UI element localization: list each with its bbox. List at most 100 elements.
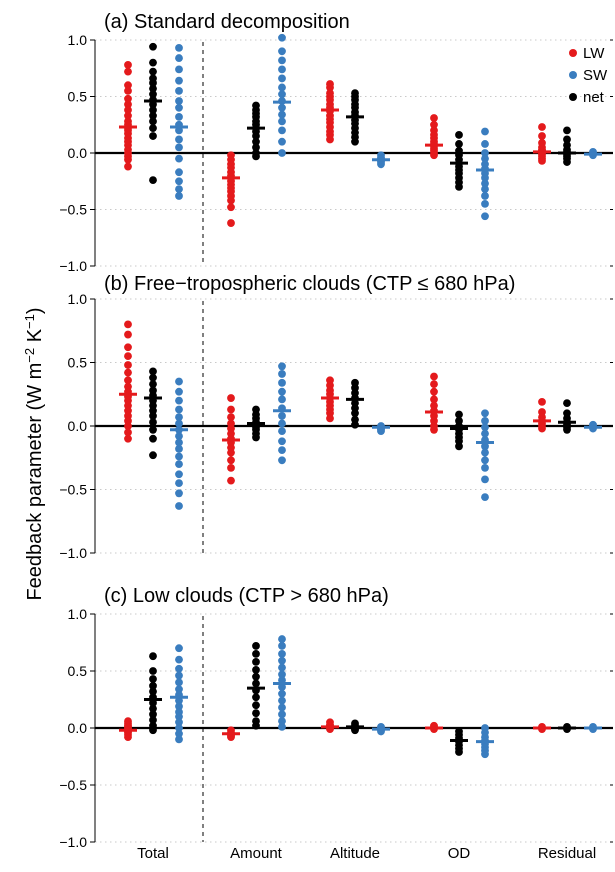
point-net [455, 410, 463, 419]
point-lw [227, 448, 235, 457]
y-tick-label: −0.5 [59, 482, 87, 498]
point-lw [430, 114, 438, 122]
point-sw [175, 479, 183, 488]
point-net [563, 135, 571, 144]
point-net [455, 131, 463, 139]
point-lw [430, 372, 438, 381]
y-tick-label: 1.0 [68, 291, 88, 307]
category-label-od: OD [448, 845, 471, 862]
point-sw [278, 635, 286, 643]
point-sw [175, 664, 183, 673]
point-net [252, 709, 260, 718]
point-net [149, 176, 157, 185]
point-sw [481, 423, 489, 432]
point-sw [481, 448, 489, 457]
y-tick-label: 0.5 [68, 663, 88, 679]
point-lw [124, 106, 132, 114]
point-sw [481, 149, 489, 157]
point-lw [227, 464, 235, 472]
point-sw [175, 671, 183, 680]
point-sw [278, 387, 286, 396]
point-sw [278, 103, 286, 112]
point-net [149, 675, 157, 683]
point-lw [124, 368, 132, 377]
point-net [563, 425, 571, 434]
y-tick-label: −0.5 [59, 202, 87, 218]
point-sw [278, 437, 286, 446]
point-sw [377, 160, 385, 169]
point-lw [124, 67, 132, 76]
point-sw [278, 722, 286, 731]
point-lw [227, 413, 235, 422]
point-sw [175, 76, 183, 85]
point-sw [175, 644, 183, 653]
point-net [252, 152, 260, 161]
point-sw [481, 429, 489, 438]
category-label-total: Total [137, 845, 169, 862]
point-net [149, 726, 157, 735]
point-sw [481, 409, 489, 418]
point-sw [175, 143, 183, 152]
point-sw [278, 663, 286, 672]
point-lw [124, 361, 132, 369]
point-sw [377, 427, 385, 435]
point-sw [481, 199, 489, 208]
point-net [252, 721, 260, 730]
point-sw [278, 650, 286, 658]
point-sw [278, 689, 286, 698]
point-net [563, 399, 571, 408]
point-net [252, 433, 260, 442]
point-sw [278, 33, 286, 42]
y-label-sup2: −1 [22, 314, 37, 329]
point-lw [430, 120, 438, 129]
point-lw [124, 434, 132, 443]
point-lw [538, 123, 546, 131]
point-net [149, 58, 157, 67]
category-label-amount: Amount [230, 845, 283, 862]
point-lw [227, 394, 235, 402]
legend-label-lw: LW [583, 45, 605, 62]
point-net [563, 158, 571, 166]
y-tick-label: 0.5 [68, 355, 88, 371]
point-sw [175, 470, 183, 479]
point-sw [481, 154, 489, 163]
point-sw [481, 417, 489, 425]
point-sw [175, 702, 183, 711]
point-sw [278, 670, 286, 679]
y-tick-label: −1.0 [59, 258, 87, 274]
y-label-sup1: −2 [22, 348, 37, 363]
point-lw [124, 162, 132, 171]
point-sw [481, 185, 489, 194]
point-sw [278, 56, 286, 65]
point-sw [175, 678, 183, 687]
point-net [149, 79, 157, 87]
y-tick-label: 0.0 [68, 418, 88, 434]
point-sw [175, 718, 183, 727]
point-sw [175, 729, 183, 738]
point-lw [124, 733, 132, 742]
point-sw [481, 750, 489, 759]
point-lw [124, 100, 132, 109]
point-net [149, 367, 157, 376]
y-tick-label: 0.0 [68, 720, 88, 736]
point-lw [124, 320, 132, 329]
y-axis-label: Feedback parameter (W m−2 K−1) [22, 307, 47, 600]
point-sw [175, 177, 183, 186]
point-sw [278, 656, 286, 665]
legend-marker-sw [569, 71, 577, 79]
point-net [149, 111, 157, 120]
point-lw [124, 155, 132, 164]
y-label-end: ) [24, 307, 46, 314]
point-sw [175, 452, 183, 461]
point-lw [124, 86, 132, 95]
point-lw [326, 135, 334, 144]
point-sw [175, 413, 183, 422]
point-sw [175, 405, 183, 414]
point-lw [430, 387, 438, 396]
point-lw [124, 428, 132, 437]
point-net [149, 42, 157, 51]
point-lw [538, 424, 546, 433]
y-tick-label: 0.0 [68, 145, 88, 161]
point-sw [278, 370, 286, 378]
point-lw [326, 83, 334, 92]
